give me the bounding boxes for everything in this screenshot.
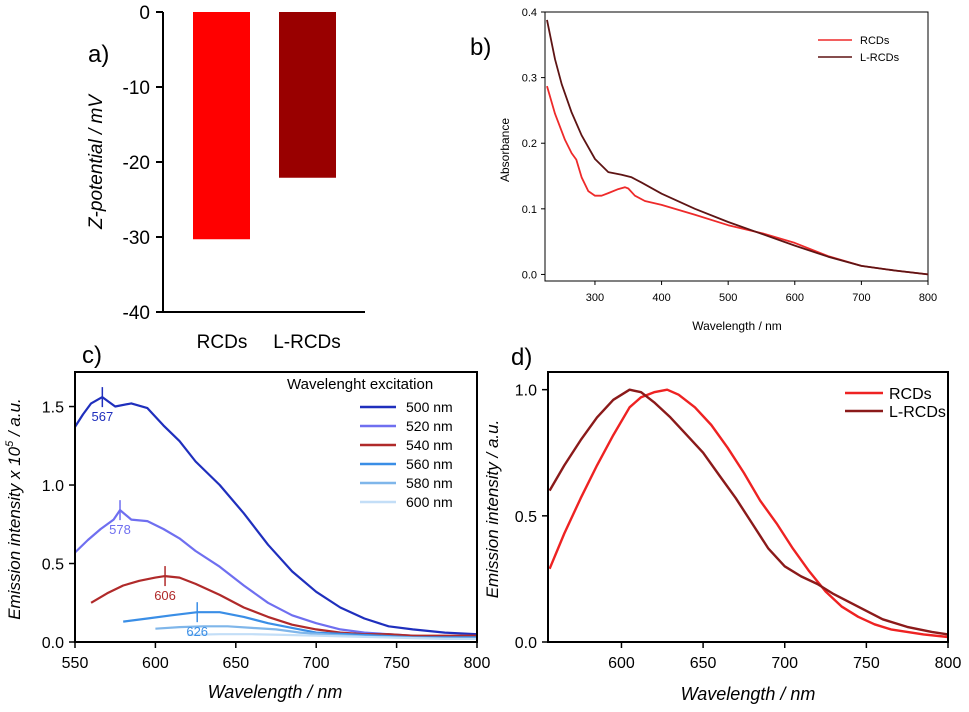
- panel-c-label: c): [82, 342, 102, 369]
- panel-b-x-axis-label: Wavelength / nm: [692, 319, 782, 333]
- legend-label-600-nm: 600 nm: [406, 494, 453, 510]
- panel-a: a) 0 -10 -20 -30 -40 RCDs L-RCDs Z-potential…: [86, 3, 365, 353]
- peak-label-626: 626: [186, 624, 208, 639]
- legend-label-520-nm: 520 nm: [406, 418, 453, 434]
- emission-line-600-nm: [187, 633, 477, 640]
- x-tick-label: 650: [690, 655, 717, 672]
- panel-c: c) 550 600 650 700 750 800 0.0 0.5 1.0 1.5 567 578…: [4, 342, 490, 702]
- y-tick-label: -40: [123, 303, 150, 324]
- y-tick-label: -20: [123, 153, 150, 174]
- legend-label-500-nm: 500 nm: [406, 399, 453, 415]
- x-tick-label: 600: [142, 655, 169, 672]
- panel-d-frame: [547, 371, 949, 643]
- emission-line-500-nm: [74, 396, 478, 636]
- legend-title: Wavelenght excitation: [287, 376, 433, 393]
- x-tick-label: 500: [719, 292, 737, 304]
- x-tick-l-rcds: L-RCDs: [273, 332, 341, 353]
- norm-emission-line-rcds: [548, 388, 949, 639]
- x-tick-label: 700: [852, 292, 870, 304]
- x-tick-label: 750: [383, 655, 410, 672]
- peak-label-567: 567: [91, 409, 113, 424]
- x-tick-label: 800: [464, 655, 491, 672]
- emission-line-540-nm: [90, 575, 477, 637]
- panel-b-y-axis-label: Absorbance: [498, 118, 512, 182]
- emission-line-520-nm: [74, 509, 477, 639]
- panel-c-x-axis-label: Wavelength / nm: [208, 682, 343, 702]
- bar-l-rcds: [279, 12, 336, 178]
- abs-line-l-rcds: [546, 19, 929, 276]
- x-tick-label: 650: [222, 655, 249, 672]
- x-tick-label: 600: [786, 292, 804, 304]
- y-tick-label: 1.5: [42, 400, 64, 417]
- legend-label-560-nm: 560 nm: [406, 456, 453, 472]
- x-tick-label: 600: [608, 655, 635, 672]
- legend-label-d-rcds: RCDs: [889, 386, 932, 403]
- panel-c-y-axis-label: Emission intensity x 105 / a.u.: [4, 398, 24, 620]
- abs-line-rcds: [546, 85, 929, 276]
- y-tick-label: 0.0: [42, 635, 64, 652]
- norm-emission-line-l-rcds: [548, 388, 949, 636]
- x-tick-label: 550: [62, 655, 89, 672]
- y-tick-label: 1.0: [515, 383, 537, 400]
- x-tick-label: 800: [935, 655, 962, 672]
- y-tick-label: 0.5: [42, 557, 64, 574]
- panel-c-frame: [74, 371, 478, 643]
- panel-a-label: a): [88, 41, 109, 68]
- bar-rcds: [193, 12, 250, 240]
- panel-a-y-axis-label: Z-potential / mV: [86, 93, 107, 230]
- x-tick-label: 800: [919, 292, 937, 304]
- legend-label-d-l-rcds: L-RCDs: [889, 404, 946, 421]
- y-tick-label: 0.5: [515, 509, 537, 526]
- x-tick-label: 400: [652, 292, 670, 304]
- panel-b-frame: [544, 11, 929, 282]
- y-tick-label: 1.0: [42, 478, 64, 495]
- legend-label-540-nm: 540 nm: [406, 437, 453, 453]
- x-tick-label: 300: [586, 292, 604, 304]
- panel-d-y-axis-label: Emission intensity / a.u.: [483, 420, 502, 599]
- panel-d-label: d): [511, 344, 532, 371]
- panel-b-label: b): [470, 34, 491, 61]
- x-tick-label: 700: [771, 655, 798, 672]
- x-tick-rcds: RCDs: [197, 332, 248, 353]
- y-tick-label: 0.1: [522, 204, 537, 216]
- panel-b: b) 300 400 500 600 700 800 0.0 0.1 0.2 0.3 0.4 RCD…: [470, 7, 937, 333]
- y-tick-label: 0.3: [522, 73, 537, 85]
- x-tick-label: 700: [303, 655, 330, 672]
- y-tick-label: 0.2: [522, 138, 537, 150]
- x-tick-label: 750: [853, 655, 880, 672]
- panel-d-x-axis-label: Wavelength / nm: [681, 684, 816, 704]
- y-tick-label: -10: [123, 78, 150, 99]
- peak-label-578: 578: [109, 522, 131, 537]
- legend-label-rcds: RCDs: [860, 35, 890, 47]
- y-tick-label: 0.0: [515, 635, 537, 652]
- y-tick-label: 0.0: [522, 269, 537, 281]
- y-tick-label: -30: [123, 228, 150, 249]
- legend-label-580-nm: 580 nm: [406, 475, 453, 491]
- y-tick-label: 0.4: [522, 7, 537, 19]
- y-tick-label: 0: [139, 3, 150, 24]
- legend-label-l-rcds: L-RCDs: [860, 52, 900, 64]
- peak-label-606: 606: [154, 588, 176, 603]
